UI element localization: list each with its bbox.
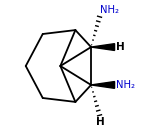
Text: NH₂: NH₂	[116, 80, 135, 90]
Polygon shape	[91, 44, 115, 50]
Text: NH₂: NH₂	[100, 5, 119, 15]
Text: H: H	[116, 42, 125, 52]
Text: H: H	[96, 117, 105, 127]
Polygon shape	[91, 82, 115, 88]
